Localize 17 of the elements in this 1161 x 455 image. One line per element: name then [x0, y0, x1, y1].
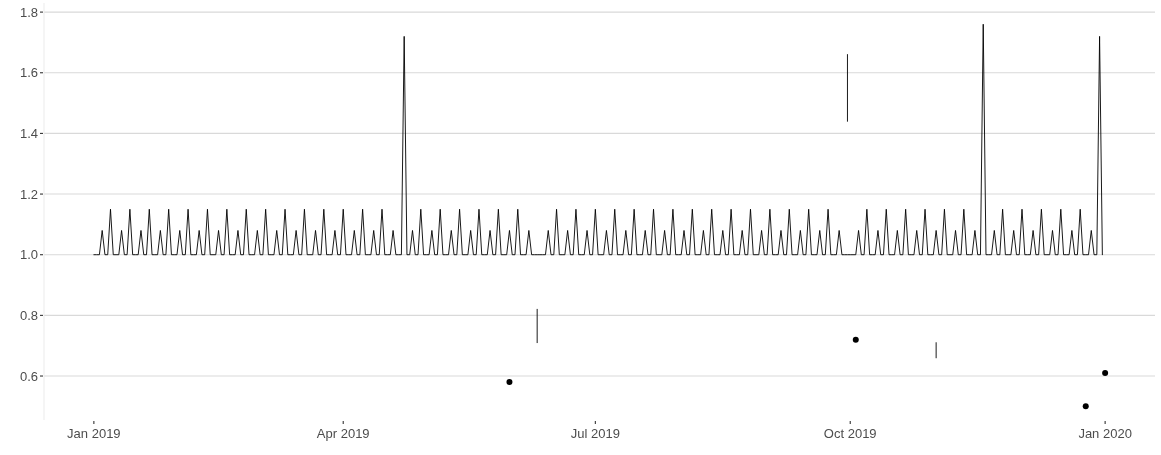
point — [506, 379, 513, 386]
point — [1082, 403, 1089, 410]
x-tick-label: Jan 2020 — [1078, 426, 1132, 441]
y-tick-label: 0.8 — [19, 307, 38, 323]
point — [1102, 369, 1109, 376]
x-tick-label: Oct 2019 — [823, 426, 877, 441]
point — [852, 336, 859, 343]
y-tick-label: 1.2 — [19, 186, 38, 202]
y-tick-label: 0.6 — [19, 368, 38, 384]
x-tick-label: Jul 2019 — [570, 426, 620, 441]
x-tick-label: Jan 2019 — [67, 426, 121, 441]
y-tick-label: 1.6 — [19, 65, 38, 81]
y-tick-label: 1.8 — [19, 4, 38, 20]
x-tick-label: Apr 2019 — [316, 426, 370, 441]
y-tick-label: 1.0 — [19, 247, 38, 263]
y-tick-label: 1.4 — [19, 125, 38, 141]
line-series — [93, 23, 1103, 256]
